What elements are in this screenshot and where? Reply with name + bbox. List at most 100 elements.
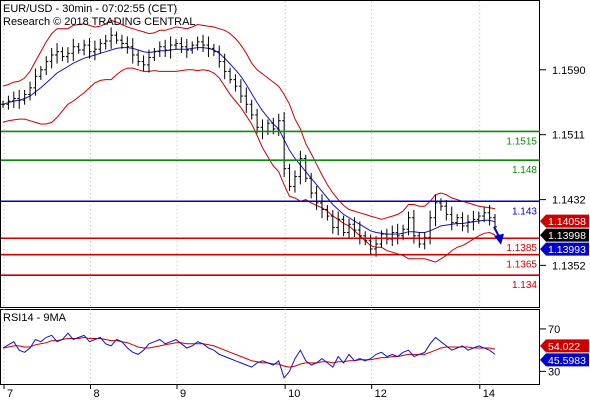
price-bar — [476, 211, 481, 224]
price-bar — [38, 66, 43, 81]
price-bar — [422, 232, 427, 250]
price-bar — [55, 43, 60, 64]
price-bar — [390, 225, 395, 247]
price-bar — [487, 204, 492, 226]
price-bar — [11, 91, 16, 108]
price-tag-label: 1.14058 — [548, 216, 586, 228]
price-tag-shape — [540, 242, 589, 256]
price-bar — [444, 200, 449, 221]
price-bar — [179, 37, 184, 53]
price-bar — [292, 170, 297, 193]
price-bar — [374, 236, 379, 257]
price-bar — [60, 47, 65, 62]
price-bar — [211, 43, 216, 57]
rsi-title: RSI14 - 9MA — [3, 312, 67, 324]
price-tag-0: 1.14058 — [540, 214, 589, 228]
price-bar — [433, 194, 438, 227]
price-bar — [482, 206, 487, 223]
price-bar — [303, 154, 308, 182]
rsi-tag-0: 54.022 — [540, 339, 589, 353]
y-tick-label-1: 1.1511 — [552, 130, 585, 142]
y-tick-label-3: 1.1352 — [552, 260, 586, 272]
y-tick-label-2: 1.1432 — [552, 195, 586, 207]
price-bar — [49, 47, 54, 69]
x-tick-label-5: 14 — [483, 388, 495, 400]
price-bar — [174, 38, 179, 50]
rsi-tag-label: 54.022 — [548, 341, 580, 353]
price-bar — [330, 209, 335, 234]
price-panel-frame — [0, 0, 540, 308]
bollinger-bands — [2, 19, 496, 263]
price-bar — [406, 211, 411, 236]
rsi-tick-label-1: 30 — [548, 366, 560, 378]
rsi-tag-1: 45.5983 — [540, 353, 589, 367]
price-bar — [17, 89, 22, 109]
price-bar — [92, 40, 97, 61]
bollinger-lower-line — [2, 67, 496, 263]
x-tick-label-4: 12 — [375, 388, 387, 400]
x-tick-label-3: 10 — [288, 388, 300, 400]
price-bar — [238, 79, 243, 104]
price-bar — [141, 55, 146, 71]
price-tags: 1.14058 1.13998 1.13993 — [540, 214, 589, 256]
price-y-axis: 1.1590 1.1511 1.1432 1.1352 — [540, 65, 586, 272]
price-tag-label: 1.13998 — [548, 230, 586, 242]
moving-average-line — [2, 47, 496, 235]
price-bar — [465, 214, 470, 233]
price-bar — [276, 113, 281, 136]
price-bar — [449, 206, 454, 231]
price-bar — [109, 27, 114, 49]
price-bar — [347, 218, 352, 238]
price-bar — [152, 47, 157, 62]
price-bar — [130, 38, 135, 64]
price-bar — [157, 41, 162, 58]
level-label-4: 1.1365 — [506, 260, 537, 271]
rsi-tag-shape — [540, 353, 589, 367]
price-bar — [319, 194, 324, 219]
price-bar — [455, 214, 460, 227]
price-bar — [282, 112, 287, 178]
price-bar — [384, 228, 389, 245]
price-bar — [249, 99, 254, 120]
price-bar — [206, 36, 211, 58]
price-bar — [87, 38, 92, 59]
forecast-arrow-head — [494, 233, 504, 245]
level-label-5: 1.134 — [512, 280, 537, 291]
price-bar — [352, 217, 357, 238]
price-bar — [28, 81, 33, 101]
price-bar — [287, 163, 292, 191]
price-bar — [119, 34, 124, 49]
price-bar — [357, 221, 362, 245]
price-bar — [309, 172, 314, 199]
price-bar — [33, 68, 38, 96]
price-bar — [190, 41, 195, 54]
rsi-line — [2, 332, 496, 379]
x-axis: 7 8 9 10 12 14 — [3, 384, 495, 400]
price-bar — [417, 232, 422, 248]
price-bar — [298, 150, 303, 185]
rsi-ma-line — [2, 336, 496, 368]
x-tick-label-0: 7 — [7, 388, 13, 400]
price-bar — [341, 215, 346, 237]
price-bar — [125, 36, 130, 54]
price-bar — [163, 39, 168, 58]
price-bar — [71, 38, 76, 62]
price-bar — [379, 230, 384, 248]
level-lines: 1.1515 1.148 1.143 1.1385 1.1365 1.134 — [1, 130, 540, 291]
price-bar — [195, 36, 200, 51]
price-tag-shape — [540, 214, 589, 228]
price-bar — [114, 31, 119, 44]
price-bar — [168, 36, 173, 59]
price-bar — [136, 50, 141, 67]
price-bar — [395, 223, 400, 245]
rsi-tick-label-0: 70 — [548, 324, 560, 336]
level-label-1: 1.148 — [512, 165, 537, 176]
price-bar — [438, 198, 443, 211]
forecast-arrow — [493, 226, 504, 245]
price-bar — [325, 204, 330, 221]
price-bar — [233, 74, 238, 92]
moving-average — [2, 47, 496, 235]
price-bar — [44, 56, 49, 76]
